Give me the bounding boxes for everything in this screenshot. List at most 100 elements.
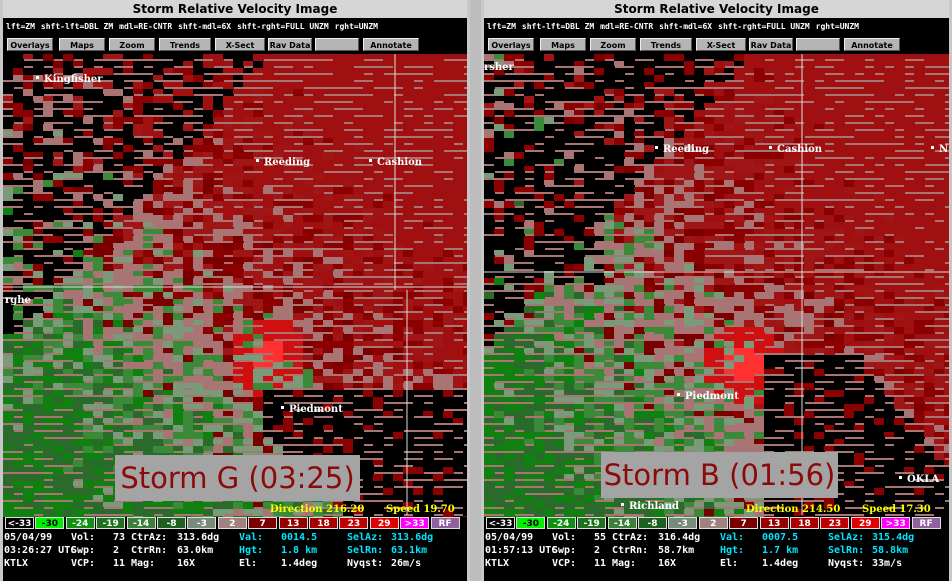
radar-bin <box>73 138 84 146</box>
radar-bin <box>443 467 454 475</box>
radar-bin <box>143 313 154 321</box>
radar-bin <box>463 145 467 150</box>
radar-bin <box>13 292 24 300</box>
radar-bin <box>33 509 44 514</box>
toolbar-button[interactable]: Maps <box>540 38 586 51</box>
radar-bin <box>43 439 54 447</box>
radar-bin <box>43 299 54 304</box>
toolbar-button[interactable]: Trends <box>640 38 692 51</box>
radar-bin <box>453 446 464 451</box>
toolbar-button[interactable]: Overlays <box>7 38 53 51</box>
radar-bin <box>373 411 384 416</box>
radar-bin <box>223 173 234 181</box>
radar-bin <box>784 96 795 101</box>
radar-bin <box>744 250 755 255</box>
toolbar-button[interactable]: Zoom <box>109 38 155 51</box>
radar-bin <box>63 481 74 489</box>
radar-bin <box>83 376 94 381</box>
radar-bin <box>23 320 34 328</box>
radar-bin <box>283 236 294 241</box>
radar-bin <box>934 222 945 230</box>
radar-bin <box>163 145 174 150</box>
radar-bin <box>694 201 705 206</box>
radar-bin <box>323 292 334 300</box>
toolbar-button[interactable]: Overlays <box>488 38 534 51</box>
blank-button[interactable] <box>315 38 359 51</box>
radar-bin <box>564 180 575 185</box>
radar-bin <box>604 159 615 164</box>
radar-bin <box>223 75 234 80</box>
radar-bin <box>734 173 745 181</box>
radar-bin <box>33 446 44 451</box>
toolbar-button[interactable]: Annotate <box>844 38 900 51</box>
radar-bin <box>934 278 945 286</box>
radar-bin <box>564 131 575 139</box>
radar-bin <box>23 383 34 388</box>
radar-bin <box>353 243 364 248</box>
radar-bin <box>403 313 414 321</box>
toolbar-button[interactable]: X-Sect <box>696 38 746 51</box>
radar-bin <box>714 138 725 143</box>
radar-bin <box>443 404 454 409</box>
toolbar-button[interactable]: Rav Data <box>268 38 312 51</box>
radar-bin <box>644 201 655 209</box>
place-name: Piedmont <box>289 404 343 415</box>
radar-bin <box>93 509 104 514</box>
radar-bin <box>143 439 154 447</box>
radar-bin <box>904 103 915 111</box>
radar-bin <box>393 61 404 69</box>
toolbar-button[interactable]: Maps <box>59 38 105 51</box>
blank-button[interactable] <box>796 38 840 51</box>
radar-bin <box>644 117 655 122</box>
radar-bin <box>504 208 515 213</box>
radar-bin <box>193 278 204 286</box>
radar-bin <box>794 257 805 262</box>
radar-bin <box>253 96 264 101</box>
radar-bin <box>323 201 334 209</box>
toolbar-button[interactable]: Trends <box>159 38 211 51</box>
radar-bin <box>814 61 825 66</box>
radar-bin <box>283 187 294 195</box>
radar-bin <box>393 96 404 104</box>
radar-bin <box>924 152 935 160</box>
radar-bin <box>63 355 74 360</box>
toolbar-button[interactable]: Rav Data <box>749 38 793 51</box>
radar-bin <box>634 131 645 136</box>
radar-bin <box>524 285 535 290</box>
radar-bin <box>724 299 735 304</box>
radar-bin <box>383 96 394 101</box>
toolbar-button[interactable]: X-Sect <box>215 38 265 51</box>
radar-bin <box>433 278 444 286</box>
radar-bin <box>714 250 725 255</box>
radar-bin <box>804 264 815 272</box>
radar-bin <box>363 278 374 286</box>
radar-bin <box>33 460 44 468</box>
radar-bin <box>934 194 945 202</box>
radar-bin <box>433 124 444 129</box>
radar-bin <box>383 327 394 335</box>
radar-bin <box>614 236 625 244</box>
radar-bin <box>534 194 545 199</box>
radar-bin <box>203 418 214 423</box>
radar-bin <box>23 453 34 461</box>
radar-bin <box>113 299 124 307</box>
radar-bin <box>403 68 414 73</box>
radar-bin <box>13 334 24 339</box>
radar-bin <box>303 271 314 276</box>
toolbar-button[interactable]: Annotate <box>363 38 419 51</box>
radar-bin <box>844 278 855 283</box>
radar-bin <box>443 453 454 458</box>
radar-bin <box>383 138 394 143</box>
radar-bin <box>834 222 845 230</box>
radar-bin <box>914 250 925 255</box>
radar-bin <box>494 222 505 227</box>
radar-bin <box>63 369 74 374</box>
radar-bin <box>764 285 775 290</box>
radar-bin <box>604 215 615 220</box>
radar-bin <box>774 243 785 248</box>
radar-bin <box>794 250 805 255</box>
radar-bin <box>904 96 915 101</box>
radar-bin <box>203 68 214 73</box>
toolbar-button[interactable]: Zoom <box>590 38 636 51</box>
radar-bin <box>63 117 74 122</box>
